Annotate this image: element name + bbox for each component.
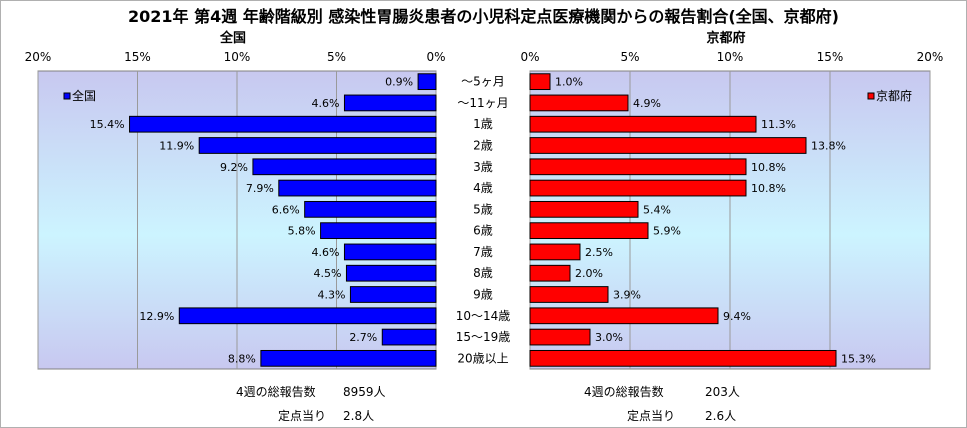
national-total-value: 8959人 xyxy=(343,385,386,399)
category-label: 7歳 xyxy=(473,245,493,259)
national-bar xyxy=(345,264,437,282)
page-title: 2021年 第4週 年齢階級別 感染性胃腸炎患者の小児科定点医療機関からの報告割… xyxy=(127,7,839,26)
kyoto-bar xyxy=(529,286,609,303)
kyoto-bar xyxy=(529,222,649,240)
category-label: 2歳 xyxy=(473,139,493,153)
kyoto-data-label: 3.9% xyxy=(613,289,641,302)
national-data-label: 12.9% xyxy=(139,310,174,323)
national-data-label: 5.8% xyxy=(288,225,316,238)
national-data-label: 7.9% xyxy=(246,182,274,195)
national-tick-label: 5% xyxy=(327,50,346,64)
category-label: 5歳 xyxy=(473,202,493,216)
kyoto-data-label: 1.0% xyxy=(555,76,583,89)
national-bar xyxy=(349,286,437,303)
kyoto-data-label: 5.4% xyxy=(643,203,671,216)
kyoto-bar xyxy=(529,115,757,133)
kyoto-per-site-value: 2.6人 xyxy=(705,409,737,423)
kyoto-data-label: 10.8% xyxy=(751,161,786,174)
national-data-label: 2.7% xyxy=(349,331,377,344)
kyoto-data-label: 4.9% xyxy=(633,97,661,110)
national-bar xyxy=(381,328,437,346)
national-bar xyxy=(260,349,437,367)
kyoto-data-label: 9.4% xyxy=(723,310,751,323)
national-tick-label: 15% xyxy=(124,50,151,64)
kyoto-tick-label: 20% xyxy=(917,50,944,64)
kyoto-data-label: 13.8% xyxy=(811,140,846,153)
kyoto-bar xyxy=(529,328,591,346)
kyoto-bar xyxy=(529,243,581,261)
kyoto-data-label: 3.0% xyxy=(595,331,623,344)
kyoto-bar xyxy=(529,73,551,91)
national-legend-swatch xyxy=(63,92,71,100)
category-label: 10～14歳 xyxy=(456,309,511,323)
national-data-label: 9.2% xyxy=(220,161,248,174)
national-data-label: 8.8% xyxy=(228,352,256,365)
national-bar xyxy=(417,73,437,91)
national-bar xyxy=(320,222,437,240)
national-tick-label: 20% xyxy=(25,50,52,64)
kyoto-tick-label: 5% xyxy=(620,50,639,64)
national-bar xyxy=(178,307,437,325)
category-label: 15～19歳 xyxy=(456,330,511,344)
kyoto-tick-label: 15% xyxy=(817,50,844,64)
national-bar xyxy=(278,179,437,197)
kyoto-data-label: 2.0% xyxy=(575,267,603,280)
national-bar xyxy=(343,243,437,261)
national-data-label: 4.3% xyxy=(317,289,345,302)
national-bar xyxy=(252,158,437,176)
kyoto-total-label: 4週の総報告数 xyxy=(584,385,664,399)
kyoto-per-site-label: 定点当り xyxy=(627,409,676,423)
category-label: 3歳 xyxy=(473,160,493,174)
national-bar xyxy=(198,137,437,154)
national-data-label: 11.9% xyxy=(159,140,194,153)
kyoto-data-label: 10.8% xyxy=(751,182,786,195)
national-data-label: 6.6% xyxy=(272,203,300,216)
category-label: 6歳 xyxy=(473,224,493,238)
kyoto-legend-swatch xyxy=(867,92,875,100)
kyoto-bar xyxy=(529,158,747,176)
category-label: ～11ヶ月 xyxy=(457,96,508,110)
national-bar xyxy=(129,115,437,133)
kyoto-data-label: 15.3% xyxy=(841,352,876,365)
kyoto-bar xyxy=(529,179,747,197)
kyoto-panel-title: 京都府 xyxy=(706,30,745,46)
national-per-site-value: 2.8人 xyxy=(343,409,375,423)
category-label: 8歳 xyxy=(473,266,493,280)
kyoto-legend-label: 京都府 xyxy=(876,88,912,103)
category-label: 1歳 xyxy=(473,117,493,131)
kyoto-data-label: 2.5% xyxy=(585,246,613,259)
national-data-label: 15.4% xyxy=(90,118,125,131)
category-label: 4歳 xyxy=(473,181,493,195)
kyoto-bar xyxy=(529,349,837,367)
national-legend-label: 全国 xyxy=(72,88,96,103)
national-panel-title: 全国 xyxy=(219,30,246,46)
kyoto-tick-label: 10% xyxy=(717,50,744,64)
kyoto-data-label: 5.9% xyxy=(653,225,681,238)
kyoto-bar xyxy=(529,137,807,154)
kyoto-bar xyxy=(529,264,571,282)
national-per-site-label: 定点当り xyxy=(278,409,327,423)
category-label: 9歳 xyxy=(473,288,493,302)
national-data-label: 0.9% xyxy=(385,76,413,89)
national-tick-label: 0% xyxy=(426,50,445,64)
kyoto-total-value: 203人 xyxy=(705,385,740,399)
kyoto-bar xyxy=(529,94,629,112)
kyoto-bar xyxy=(529,200,639,218)
national-data-label: 4.6% xyxy=(312,246,340,259)
kyoto-data-label: 11.3% xyxy=(761,118,796,131)
category-label: 20歳以上 xyxy=(457,351,508,365)
national-data-label: 4.6% xyxy=(312,97,340,110)
national-bar xyxy=(343,94,437,112)
national-data-label: 4.5% xyxy=(313,267,341,280)
national-bar xyxy=(304,200,437,218)
national-total-label: 4週の総報告数 xyxy=(236,385,316,399)
kyoto-tick-label: 0% xyxy=(520,50,539,64)
national-tick-label: 10% xyxy=(224,50,251,64)
kyoto-bar xyxy=(529,307,719,325)
category-label: ～5ヶ月 xyxy=(461,75,505,89)
